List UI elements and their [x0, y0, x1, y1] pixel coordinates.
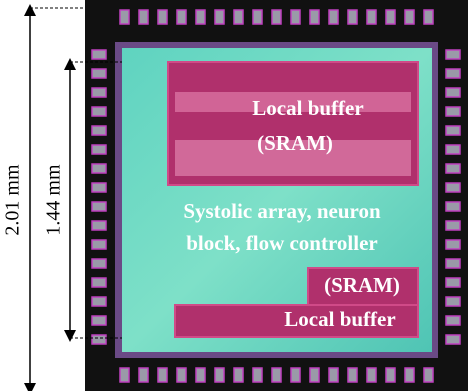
- pad: [92, 278, 106, 287]
- pad: [329, 10, 338, 24]
- pad: [139, 368, 148, 382]
- pad: [215, 368, 224, 382]
- pad: [92, 221, 106, 230]
- pad: [234, 368, 243, 382]
- block-label: Local buffer: [252, 96, 363, 120]
- pad: [177, 10, 186, 24]
- pad: [92, 88, 106, 97]
- pad: [446, 126, 460, 135]
- pad: [291, 368, 300, 382]
- pad: [92, 335, 106, 344]
- pad: [92, 316, 106, 325]
- pad: [446, 259, 460, 268]
- pad: [446, 69, 460, 78]
- pad: [196, 368, 205, 382]
- pad: [120, 368, 129, 382]
- pad: [196, 10, 205, 24]
- pad: [92, 50, 106, 59]
- pad: [92, 145, 106, 154]
- pad: [348, 368, 357, 382]
- pad: [92, 297, 106, 306]
- pad: [446, 202, 460, 211]
- pad: [158, 10, 167, 24]
- block-label: block, flow controller: [186, 231, 378, 255]
- pad: [367, 368, 376, 382]
- pad: [92, 164, 106, 173]
- pad: [446, 335, 460, 344]
- pad: [386, 368, 395, 382]
- pad: [158, 368, 167, 382]
- pad: [253, 368, 262, 382]
- pad: [329, 368, 338, 382]
- pad: [177, 368, 186, 382]
- dimension-label: 1.44 mm: [43, 164, 65, 236]
- pad: [215, 10, 224, 24]
- pad: [92, 202, 106, 211]
- block-label: Systolic array, neuron: [183, 199, 381, 223]
- pad: [446, 278, 460, 287]
- pad: [405, 10, 414, 24]
- pad: [253, 10, 262, 24]
- dimension-label: 2.01 mm: [2, 164, 24, 236]
- pad: [310, 10, 319, 24]
- pad: [92, 107, 106, 116]
- pad: [92, 69, 106, 78]
- pad: [120, 10, 129, 24]
- pad: [310, 368, 319, 382]
- pad: [446, 240, 460, 249]
- pad: [446, 183, 460, 192]
- pad: [446, 297, 460, 306]
- pad: [348, 10, 357, 24]
- pad: [92, 259, 106, 268]
- pad: [139, 10, 148, 24]
- pad: [446, 316, 460, 325]
- pad: [446, 50, 460, 59]
- pad: [446, 107, 460, 116]
- pad: [291, 10, 300, 24]
- pad: [272, 10, 281, 24]
- pad: [405, 368, 414, 382]
- pad: [446, 145, 460, 154]
- pad: [446, 221, 460, 230]
- pad: [92, 240, 106, 249]
- pad: [446, 164, 460, 173]
- block-label: (SRAM): [324, 273, 400, 297]
- chip-figure: Local buffer (SRAM) Systolic array, neur…: [0, 0, 468, 391]
- pad: [92, 126, 106, 135]
- pad: [386, 10, 395, 24]
- pad: [272, 368, 281, 382]
- pad: [424, 368, 433, 382]
- pad: [234, 10, 243, 24]
- pad: [367, 10, 376, 24]
- pad: [424, 10, 433, 24]
- pad: [92, 183, 106, 192]
- block-label: Local buffer: [284, 307, 395, 331]
- block-label: (SRAM): [257, 131, 333, 155]
- pad: [446, 88, 460, 97]
